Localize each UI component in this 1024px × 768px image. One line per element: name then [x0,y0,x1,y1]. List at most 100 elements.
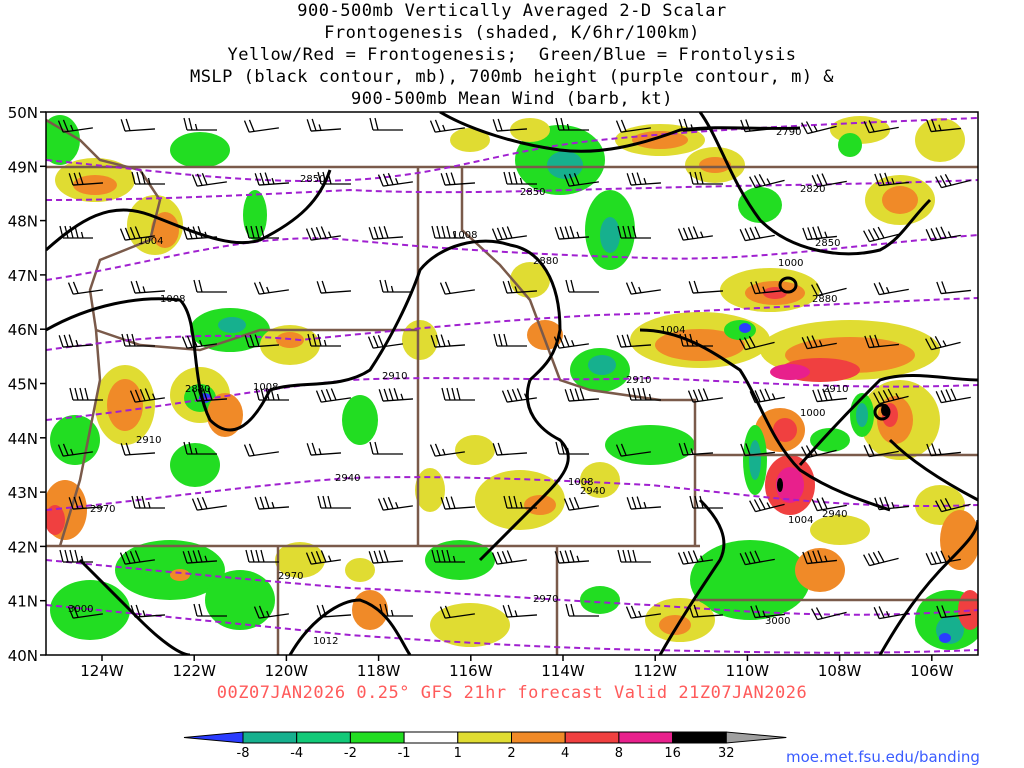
wind-barb [377,496,413,511]
height-label: 2910 [382,371,407,382]
wind-barb [306,118,342,132]
wind-barb [617,225,651,239]
colorbar-segment [403,731,459,744]
lat-label: 46N [8,321,38,339]
wind-barb [689,495,723,509]
lat-label: 48N [8,213,38,231]
wind-barb [678,118,714,132]
wind-barb [57,119,93,133]
wind-barb [503,495,537,509]
wind-barb [131,495,165,509]
lat-label: 47N [8,267,38,285]
wind-barb [305,550,341,565]
colorbar-label: -4 [290,746,303,761]
wind-barb [626,172,662,186]
wind-barb [627,387,661,401]
mslp-contours [46,112,978,655]
wind-barb [368,226,404,240]
wind-barb [192,388,228,402]
wind-barb [379,279,413,293]
wind-barb [245,549,279,563]
wind-barb [565,279,599,293]
lon-label: 118W [357,662,401,680]
wind-barb [67,281,103,295]
wind-barb [69,387,103,401]
colorbar-label: 32 [718,746,735,761]
lon-label: 108W [818,662,862,680]
wind-barb [563,496,599,511]
wind-barb [749,173,785,189]
wind-barb [316,280,352,294]
mslp-label: 1012 [313,636,338,647]
wind-barb [873,388,909,405]
wind-barb [120,118,156,132]
wind-barb [554,550,590,564]
wind-barb [863,120,899,134]
title-line-1: 900-500mb Vertically Averaged 2-D Scalar [297,1,727,21]
wind-barb [305,226,341,241]
wind-barb [564,388,600,402]
colorbar-arrow-right [725,731,787,744]
wind-barb [555,441,589,455]
wind-barb [182,226,218,240]
wind-barb [563,172,599,187]
forecast-valid-text: 00Z07JAN2026 0.25° GFS 21hr forecast Val… [216,683,808,703]
wind-barb [431,549,465,563]
lat-label: 50N [8,104,38,122]
wind-barb [181,334,217,349]
wind-barb [316,604,352,618]
wind-barb [254,172,290,186]
wind-barb [565,603,599,617]
lon-label: 106W [910,662,954,680]
wind-barb [59,225,93,239]
lat-label: 41N [8,593,38,611]
wind-barb [193,603,227,617]
wind-barb [131,171,165,185]
wind-barb [687,388,723,403]
wind-barb [688,280,724,294]
wind-barb [193,279,227,293]
wind-barb [925,335,961,351]
wind-barb [616,334,652,348]
wind-barb [429,443,465,457]
wind-barb [926,443,961,457]
colorbar-label: -8 [237,746,250,761]
height-label: 2880 [812,294,837,305]
wind-barb [555,117,589,131]
wind-barb [739,226,775,242]
wind-barb [431,225,465,239]
lon-label: 124W [80,662,124,680]
wind-barb [441,387,475,401]
mslp-label: 1008 [452,230,477,241]
mslp-label: 1008 [568,477,593,488]
height-label: 2940 [335,473,360,484]
lon-label: 114W [541,662,585,680]
height-label: 2820 [800,184,825,195]
wind-barb [119,550,155,565]
wind-barb [863,444,899,458]
latitude-axis: 50N 49N 48N 47N 46N 45N 44N 43N 42N 41N 40N [8,104,46,665]
wind-barb [554,226,590,240]
wind-barb [615,443,651,457]
wind-barb [625,605,661,619]
wind-barb [306,442,342,456]
wind-barb [491,550,527,565]
wind-barb [130,280,166,294]
wind-barb [626,496,662,510]
lat-label: 40N [8,647,38,665]
wind-barb [255,387,289,401]
lat-label: 42N [8,538,38,556]
wind-barb [121,333,155,347]
colorbar-label: -1 [398,746,411,761]
wind-barb [253,281,289,295]
colorbar-label: -2 [344,746,357,761]
wind-barb [863,226,899,243]
title-line-2: Frontogenesis (shaded, K/6hr/100km) [324,23,700,43]
wind-barb [377,172,413,187]
wind-barb [317,495,351,509]
mslp-label: 1004 [660,325,685,336]
wind-barb [369,441,403,455]
lat-label: 49N [8,158,38,176]
wind-barb [864,334,899,349]
source-credit: moe.met.fsu.edu/banding [786,748,980,766]
